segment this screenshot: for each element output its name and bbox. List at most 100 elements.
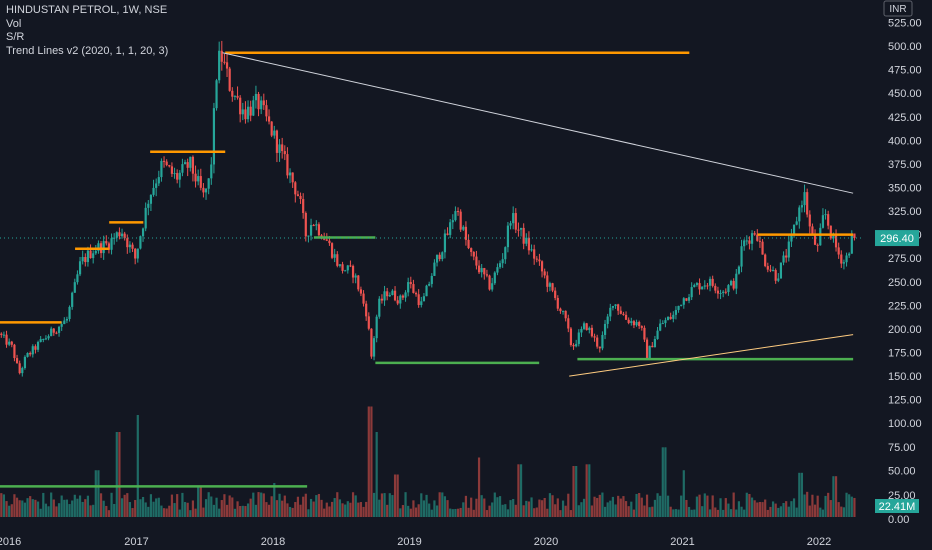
candle-body (687, 297, 691, 301)
candle-body (774, 270, 777, 281)
candle-body (157, 177, 160, 184)
volume-bar (483, 498, 486, 517)
candle-body (244, 109, 247, 120)
volume-bar (244, 506, 247, 517)
candle-body (509, 223, 512, 226)
volume-bar (89, 505, 92, 517)
candle-body (716, 290, 720, 294)
candle-body (459, 211, 462, 230)
candle-body (336, 254, 339, 266)
candle-body (220, 50, 223, 62)
candle-body (853, 233, 856, 239)
candle-body (399, 295, 402, 304)
volume-bar (661, 447, 664, 517)
volume-bar (601, 492, 604, 517)
volume-bar (273, 483, 276, 517)
sr-levels (0, 51, 854, 488)
volume-bar (63, 499, 66, 517)
volume-bar (425, 494, 428, 517)
volume-bar (470, 497, 473, 517)
candle-body (386, 291, 389, 297)
volume-bar (617, 495, 620, 517)
volume-bar (328, 506, 331, 517)
volume-bar (312, 501, 315, 517)
candle-body (491, 283, 494, 290)
candle-body (223, 61, 226, 63)
volume-bar (808, 505, 811, 517)
volume-bar (336, 492, 339, 517)
candle-body (147, 203, 150, 208)
volume-bar (774, 503, 777, 517)
volume-bar (210, 496, 213, 517)
candle-body (724, 291, 727, 293)
candle-body (569, 328, 573, 346)
candle-body (564, 310, 567, 319)
candle-body (260, 100, 263, 110)
volume-bar (141, 496, 145, 517)
indicator-sr[interactable]: S/R (6, 31, 25, 43)
volume-bar (128, 502, 132, 517)
volume-bar (8, 505, 11, 517)
candle-body (530, 249, 533, 251)
price-tick-label: 100.00 (888, 418, 922, 430)
volume-bar (26, 498, 29, 517)
volume-bar (344, 504, 347, 517)
volume-bar (829, 500, 832, 517)
symbol-title[interactable]: HINDUSTAN PETROL, 1W, NSE (6, 4, 168, 16)
candle-body (73, 282, 76, 293)
candle-body (561, 310, 565, 312)
candle-body (816, 244, 819, 246)
candle-body (199, 176, 202, 188)
candle-body (29, 353, 32, 355)
volume-bar (690, 509, 693, 517)
candle-body (627, 319, 630, 323)
volume-bar (147, 506, 150, 517)
volume-bar (409, 508, 412, 517)
volume-bar (407, 505, 410, 517)
candle-body (78, 261, 82, 275)
price-tick-label: 125.00 (888, 395, 922, 407)
time-tick-label: 2022 (807, 536, 831, 548)
candle-body (312, 225, 315, 227)
candle-body (837, 247, 840, 255)
volume-bar (393, 474, 397, 517)
candle-body (162, 160, 166, 162)
time-tick-label: 2020 (534, 536, 558, 548)
candle-body (338, 264, 342, 266)
candle-body (711, 278, 714, 286)
candle-body (341, 264, 344, 271)
candle-body (556, 297, 559, 309)
indicator-vol[interactable]: Vol (6, 17, 22, 30)
volume-bar (349, 502, 352, 517)
candle-body (798, 207, 801, 222)
volume-bar (181, 492, 184, 517)
volume-bar (34, 499, 37, 517)
candle-body (848, 253, 851, 256)
price-tick-label: 200.00 (888, 324, 922, 336)
candle-body (727, 285, 730, 293)
candle-body (703, 285, 706, 287)
volume-bar (365, 501, 368, 517)
volume-tag (875, 499, 919, 513)
candle-body (493, 272, 496, 284)
volume-bar (291, 507, 294, 517)
volume-bar (359, 502, 363, 517)
candle-body (168, 165, 171, 167)
price-tick-label: 375.00 (888, 159, 922, 171)
candle-body (36, 341, 40, 350)
volume-bar (102, 500, 105, 517)
volume-bar (795, 507, 798, 517)
indicator-trendlines[interactable]: Trend Lines v2 (2020, 1, 1, 20, 3) (6, 44, 169, 57)
candle-body (548, 283, 552, 287)
volume-bar (168, 505, 171, 517)
volume-bar (73, 494, 76, 517)
candle-body (538, 259, 541, 262)
candle-body (275, 130, 279, 153)
volume-bar (57, 503, 61, 517)
volume-bar (850, 496, 853, 517)
candle-body (743, 240, 746, 247)
candle-body (769, 269, 772, 271)
volume-bar (113, 503, 116, 517)
volume-bar (674, 509, 678, 517)
